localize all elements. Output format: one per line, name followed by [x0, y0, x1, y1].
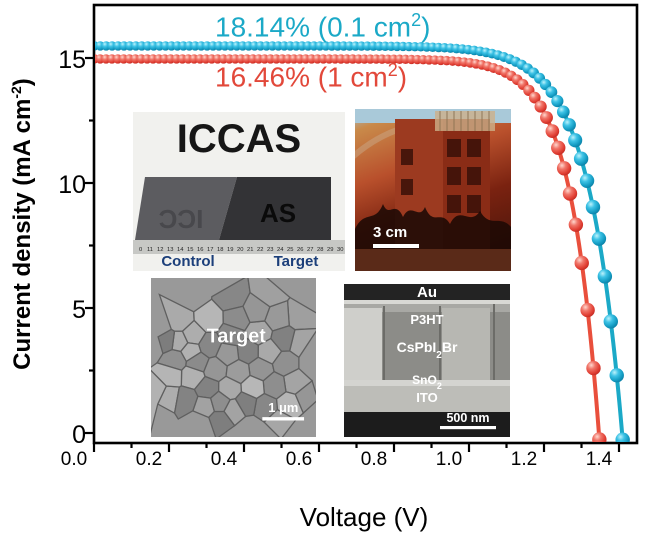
- svg-text:3 cm: 3 cm: [373, 224, 407, 241]
- svg-text:Target: Target: [207, 326, 267, 348]
- svg-text:1 μm: 1 μm: [268, 400, 298, 415]
- svg-text:0: 0: [139, 247, 142, 253]
- svg-text:AS: AS: [260, 198, 296, 228]
- svg-text:ITO: ITO: [416, 390, 437, 405]
- svg-text:P3HT: P3HT: [410, 312, 443, 327]
- svg-text:20: 20: [237, 247, 243, 253]
- svg-text:ICC: ICC: [158, 204, 203, 234]
- svg-text:ICCAS: ICCAS: [177, 117, 301, 161]
- svg-text:500 nm: 500 nm: [446, 411, 489, 425]
- svg-text:Au: Au: [417, 284, 437, 301]
